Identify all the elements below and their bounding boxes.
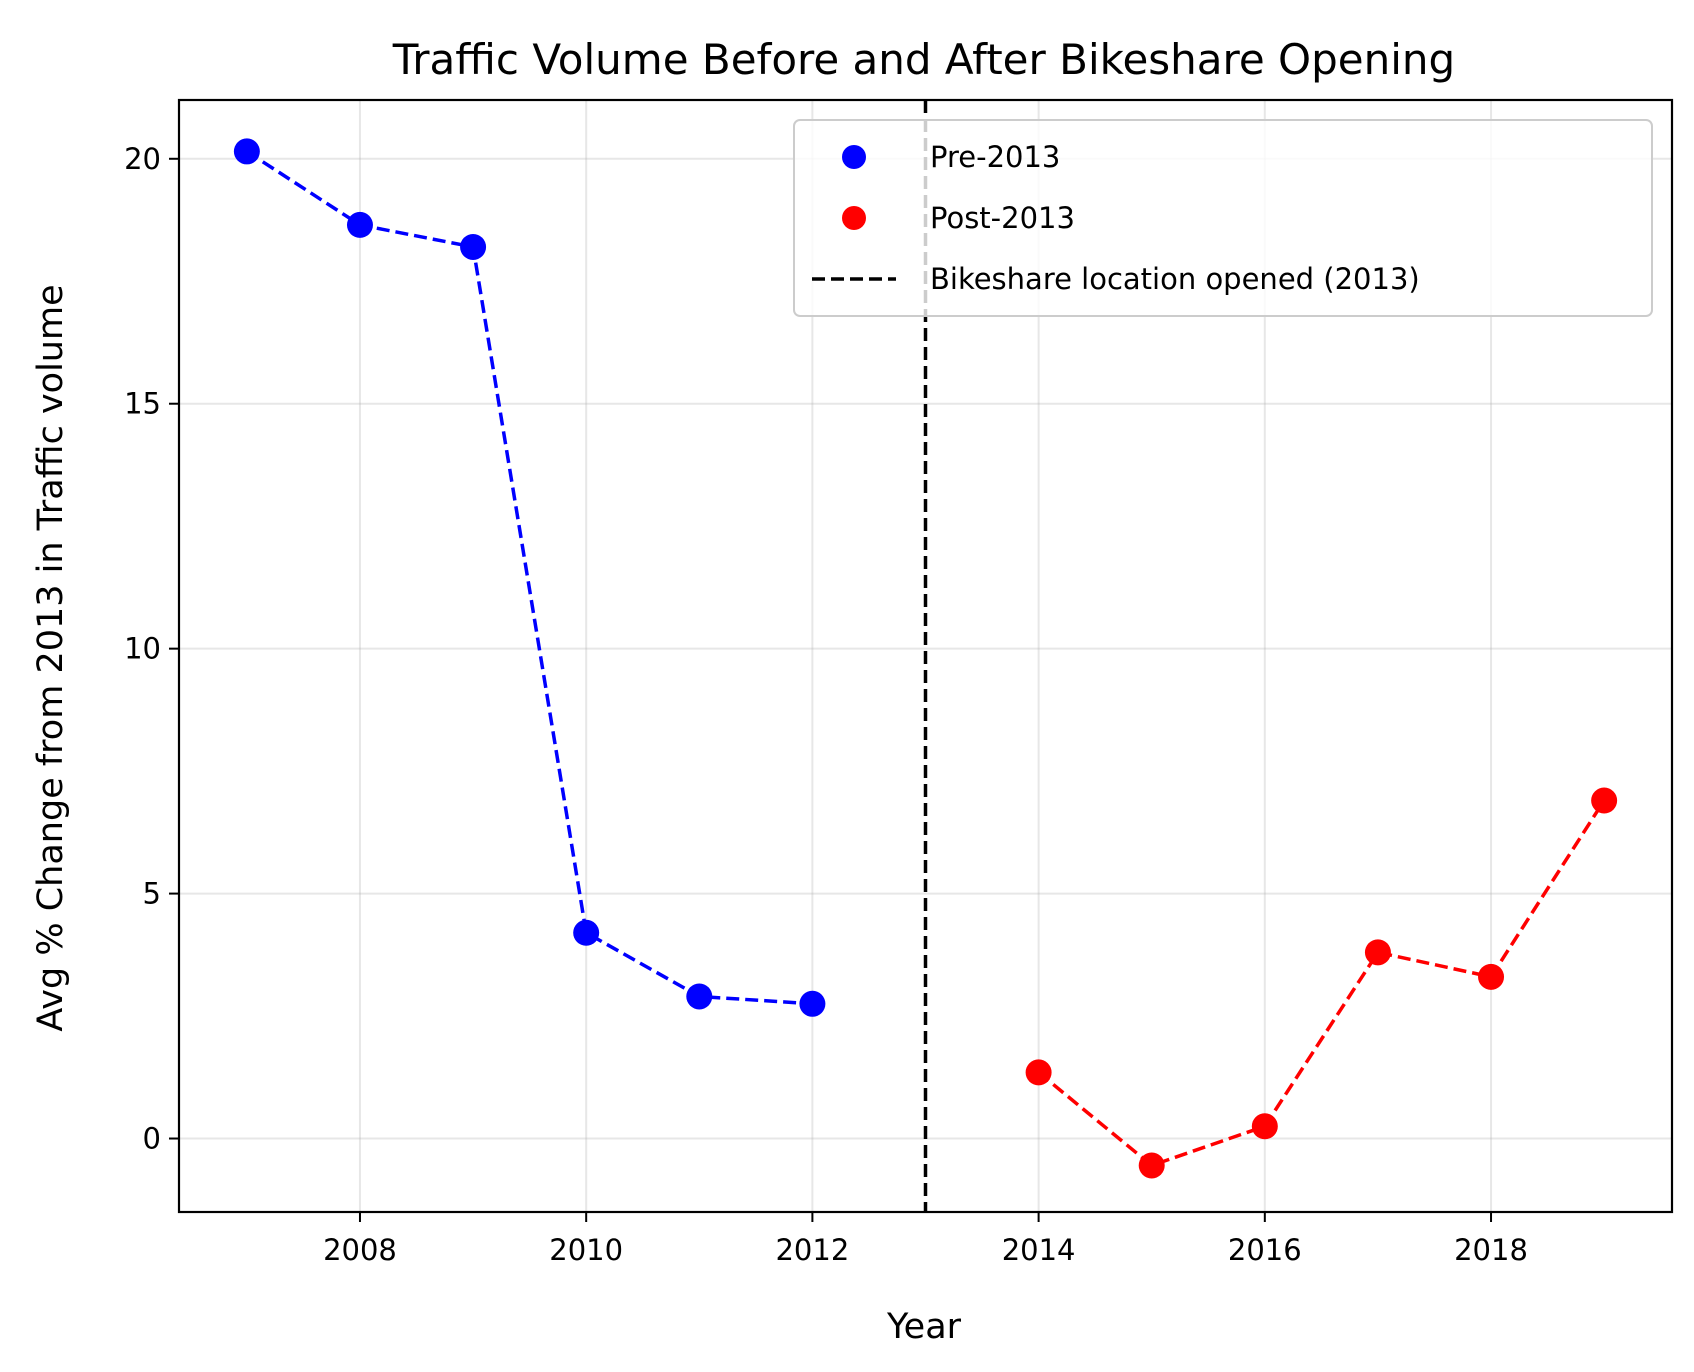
legend-marker-post-2013 (842, 206, 866, 230)
data-point (460, 233, 487, 260)
series-0 (233, 138, 826, 1017)
y-tick-label: 15 (124, 387, 161, 421)
x-tick-label: 2012 (775, 1233, 849, 1267)
legend-label-pre-2013: Pre-2013 (930, 140, 1060, 174)
data-point (799, 990, 826, 1017)
data-point (346, 211, 373, 238)
y-axis-ticks: 0 5 10 15 20 (124, 142, 179, 1156)
legend: Pre-2013 Post-2013 Bikeshare location op… (793, 119, 1653, 317)
data-point (686, 983, 713, 1010)
x-axis-ticks: 2008 2010 2012 2014 2016 2018 (323, 1212, 1528, 1267)
y-tick-label: 10 (124, 632, 161, 666)
chart-title: Traffic Volume Before and After Bikeshar… (392, 35, 1455, 84)
x-tick-label: 2014 (1002, 1233, 1076, 1267)
data-point (233, 138, 260, 165)
legend-marker-pre-2013 (842, 145, 866, 169)
data-point (1138, 1152, 1165, 1179)
y-tick-label: 5 (143, 877, 161, 911)
data-point (1251, 1113, 1278, 1140)
data-point (1364, 939, 1391, 966)
legend-label-post-2013: Post-2013 (930, 201, 1075, 235)
x-tick-label: 2018 (1454, 1233, 1528, 1267)
legend-label-bikeshare-line: Bikeshare location opened (2013) (930, 262, 1420, 296)
y-tick-label: 0 (143, 1122, 161, 1156)
series-layer (233, 138, 1618, 1179)
x-tick-label: 2008 (323, 1233, 397, 1267)
legend-box (793, 119, 1653, 317)
series-line (1037, 799, 1606, 1168)
series-1 (1025, 787, 1618, 1179)
data-point (573, 919, 600, 946)
data-point (1591, 787, 1618, 814)
data-point (1025, 1059, 1052, 1086)
series-line (245, 149, 813, 1006)
y-axis-title: Avg % Change from 2013 in Traffic volume (31, 284, 71, 1031)
plot-area-frame (177, 98, 1674, 1214)
x-tick-label: 2010 (549, 1233, 623, 1267)
y-tick-label: 20 (124, 142, 161, 176)
x-axis-title: Year (886, 1307, 962, 1347)
x-tick-label: 2016 (1228, 1233, 1302, 1267)
data-point (1478, 963, 1505, 990)
